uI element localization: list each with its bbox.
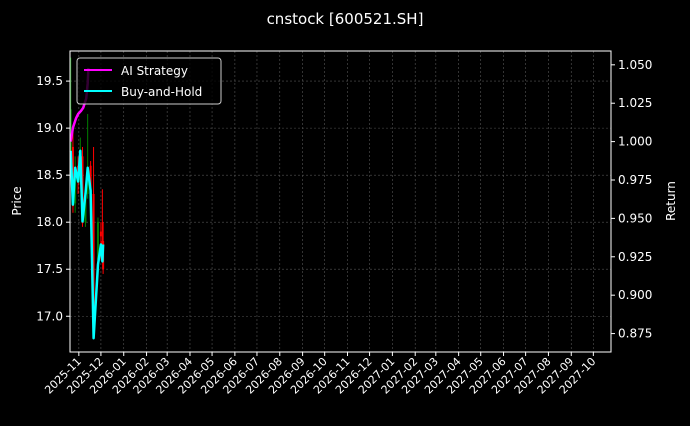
candle-body xyxy=(96,222,99,260)
candle-body xyxy=(69,109,72,152)
y2-tick-label: 0.975 xyxy=(618,173,652,187)
y2-tick-label: 1.000 xyxy=(618,135,652,149)
candle-body xyxy=(92,193,95,326)
plot-frame xyxy=(69,50,612,353)
legend-label-ai: AI Strategy xyxy=(121,64,188,78)
chart-title: cnstock [600521.SH] xyxy=(267,10,424,28)
candle-body xyxy=(99,231,102,237)
y-tick-label: 18.5 xyxy=(36,168,63,182)
candle-body xyxy=(84,195,87,223)
y-tick-label: 17.0 xyxy=(36,309,63,323)
y2-tick-label: 0.925 xyxy=(618,250,652,264)
y2-tick-label: 1.025 xyxy=(618,96,652,110)
y2-tick-label: 0.950 xyxy=(618,211,652,225)
legend-label-bh: Buy-and-Hold xyxy=(121,85,202,99)
y2-tick-label: 1.050 xyxy=(618,58,652,72)
y2-tick-label: 0.900 xyxy=(618,288,652,302)
y-tick-label: 19.5 xyxy=(36,74,63,88)
legend: AI Strategy Buy-and-Hold xyxy=(76,57,222,105)
y2-tick-label: 0.875 xyxy=(618,327,652,341)
y-tick-label: 19.0 xyxy=(36,121,63,135)
candle-body xyxy=(89,165,92,193)
y-tick-label: 17.5 xyxy=(36,262,63,276)
y2-axis-label: Return xyxy=(664,181,678,221)
y-axis-label: Price xyxy=(10,186,24,215)
series-line-buy-and-hold xyxy=(69,149,105,340)
y-tick-label: 18.0 xyxy=(36,215,63,229)
